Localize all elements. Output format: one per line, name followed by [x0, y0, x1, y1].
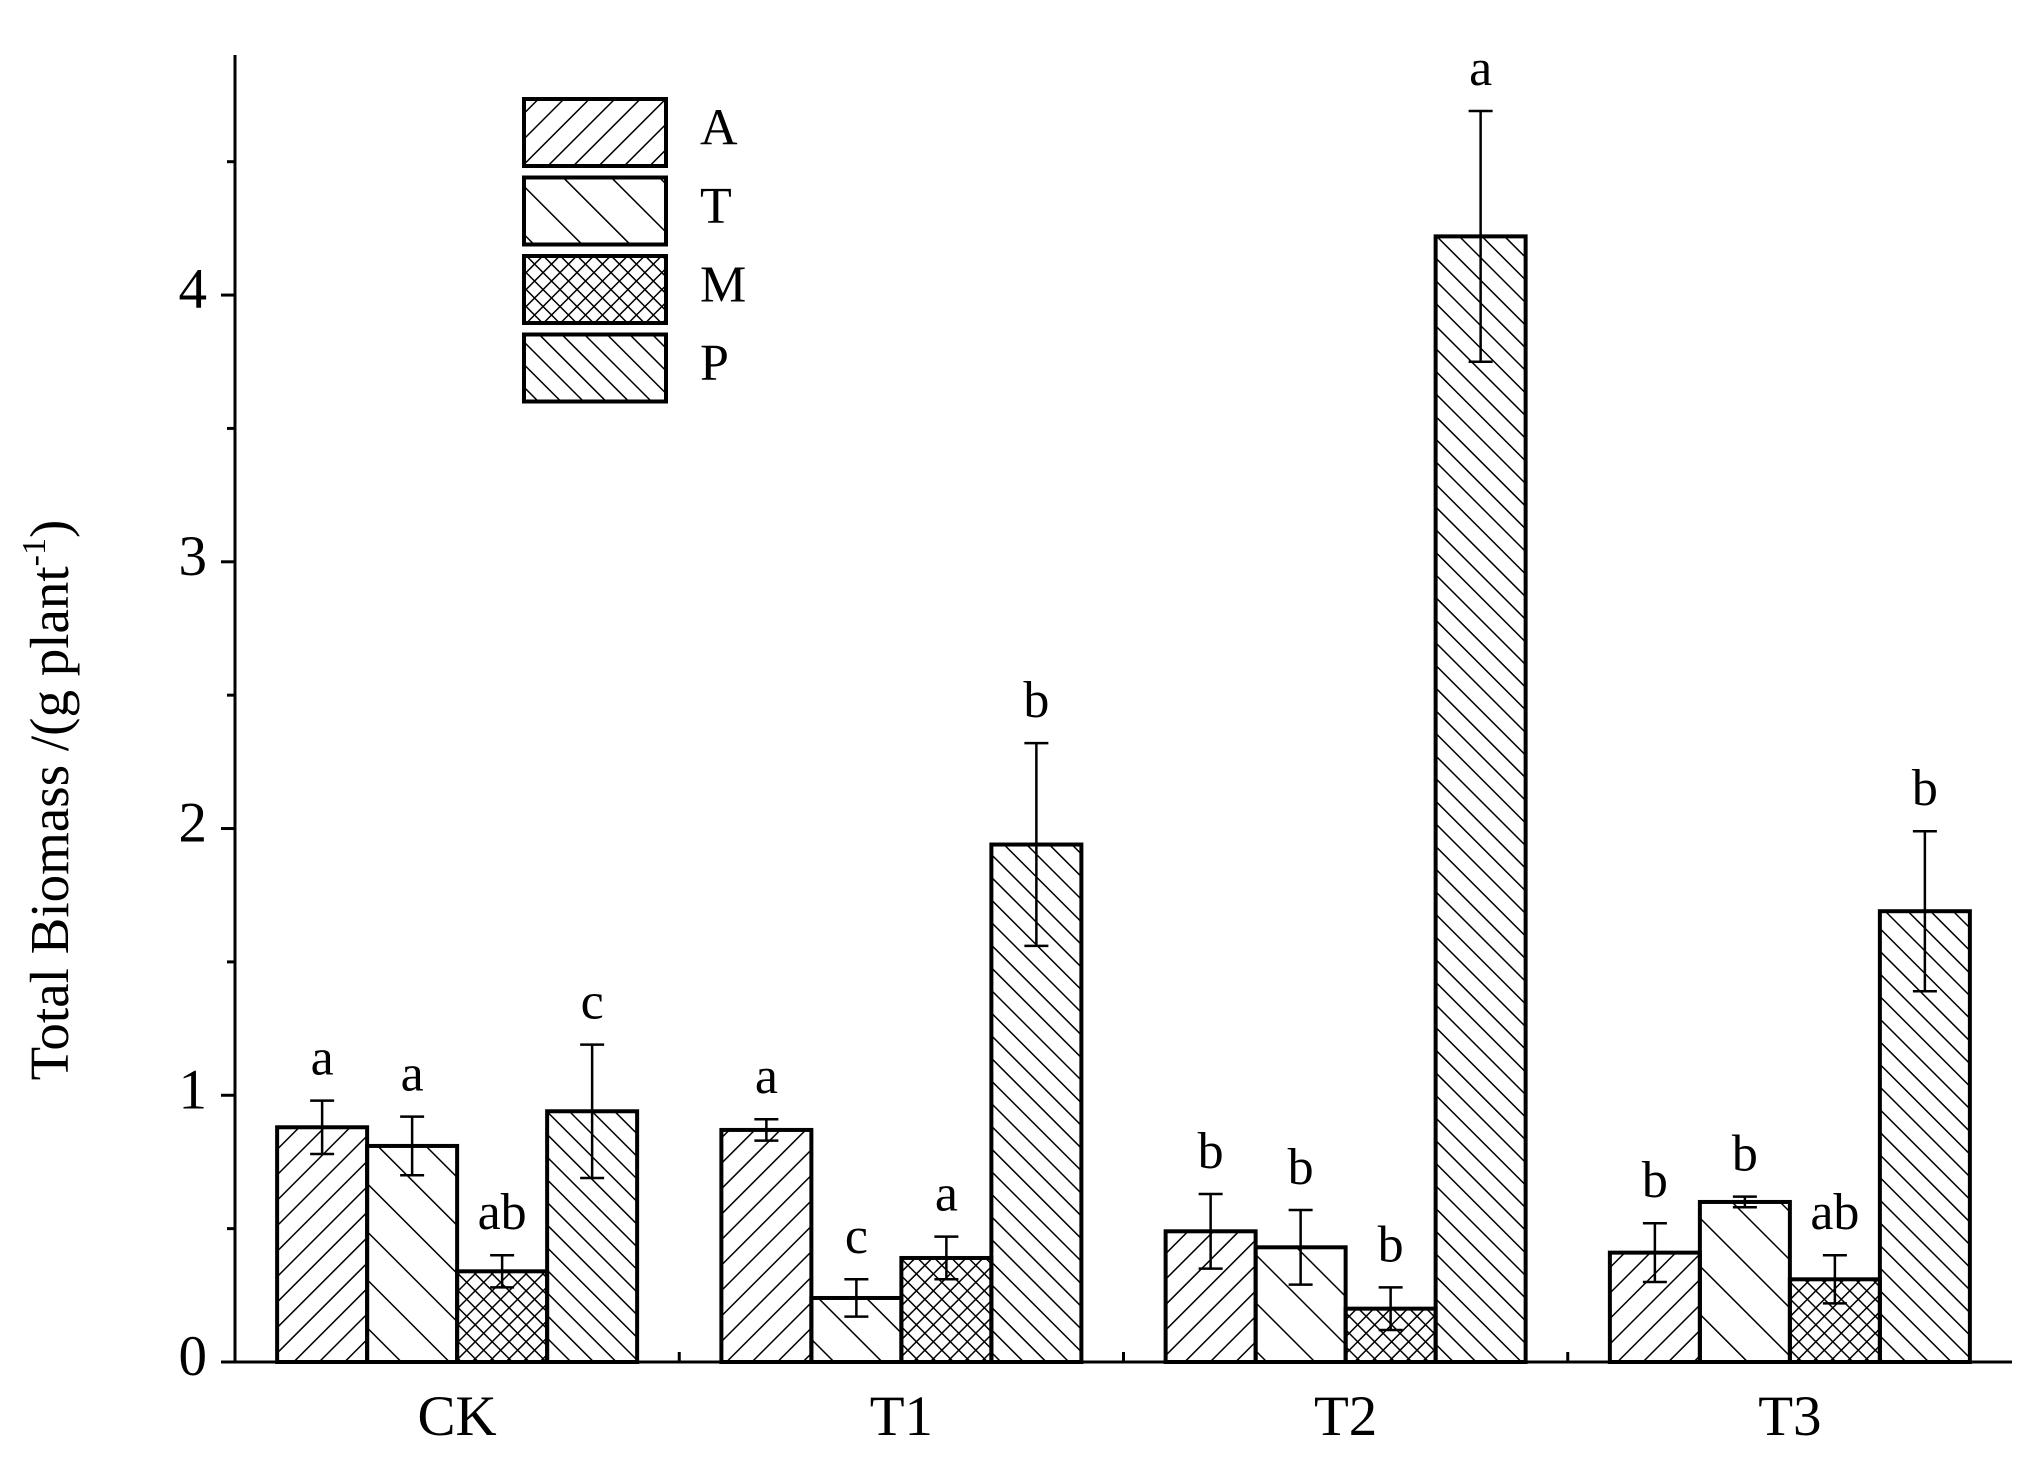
- significance-letter: a: [401, 1046, 424, 1103]
- y-tick-label: 3: [179, 525, 208, 588]
- significance-letter: b: [1198, 1123, 1224, 1180]
- bar: [275, 1125, 370, 1364]
- legend-label: P: [700, 335, 729, 392]
- legend-label: M: [700, 256, 746, 313]
- significance-letter: c: [845, 1208, 868, 1265]
- bar: [1433, 234, 1528, 1364]
- y-tick-label: 0: [179, 1325, 208, 1388]
- y-axis-label: Total Biomass /(g plant-1): [16, 520, 80, 1081]
- x-tick-label: T1: [870, 1385, 933, 1448]
- legend-label: A: [700, 99, 738, 156]
- significance-letter: b: [1288, 1139, 1314, 1196]
- legend-swatch: [522, 332, 668, 404]
- x-tick-label: T3: [1758, 1385, 1821, 1448]
- error-bar: [1024, 741, 1049, 948]
- significance-letter: b: [1732, 1126, 1758, 1183]
- significance-letter: a: [935, 1166, 958, 1223]
- error-bar: [1642, 1222, 1667, 1284]
- legend-label: T: [700, 178, 732, 235]
- y-tick-label: 1: [179, 1058, 208, 1121]
- legend-swatch: [522, 175, 668, 247]
- significance-letter: ab: [1810, 1184, 1859, 1241]
- error-bar: [490, 1254, 515, 1289]
- legend-swatch: [522, 97, 668, 168]
- bar: [1787, 1277, 1882, 1365]
- bar: [365, 1143, 460, 1365]
- error-bar: [1468, 109, 1493, 363]
- significance-letter: b: [1378, 1216, 1404, 1273]
- significance-letter: c: [581, 974, 604, 1031]
- significance-letter: ab: [478, 1184, 527, 1241]
- significance-letter: a: [1469, 40, 1492, 97]
- significance-letter: b: [1642, 1152, 1668, 1209]
- error-bar: [1198, 1192, 1223, 1270]
- x-tick-label: T2: [1314, 1385, 1377, 1448]
- error-bar: [1732, 1195, 1757, 1209]
- bar: [1697, 1199, 1792, 1365]
- bar: [719, 1127, 814, 1364]
- legend-swatch: [522, 254, 668, 325]
- significance-letter: a: [311, 1030, 334, 1087]
- y-tick-label: 2: [179, 792, 208, 855]
- significance-letter: b: [1912, 760, 1938, 817]
- error-bar: [1822, 1254, 1847, 1305]
- y-tick-label: 4: [179, 258, 208, 321]
- error-bar: [844, 1278, 869, 1318]
- error-bar: [934, 1235, 959, 1281]
- error-bar: [580, 1043, 605, 1180]
- error-bar: [400, 1115, 425, 1177]
- error-bar: [1288, 1208, 1313, 1286]
- error-bar: [1912, 829, 1937, 993]
- x-tick-label: CK: [418, 1385, 497, 1448]
- error-bar: [754, 1118, 779, 1142]
- significance-letter: b: [1023, 672, 1049, 729]
- error-bar: [1378, 1286, 1403, 1332]
- significance-letter: a: [755, 1048, 778, 1105]
- error-bar: [310, 1099, 335, 1156]
